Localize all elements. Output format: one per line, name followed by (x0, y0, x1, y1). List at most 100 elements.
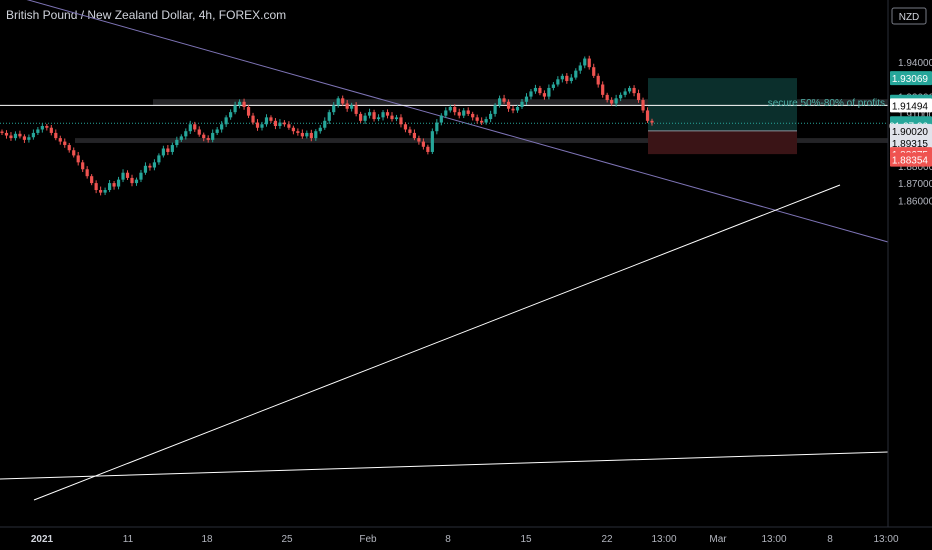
time-tick-label: 15 (520, 534, 532, 545)
candle-body (587, 58, 591, 68)
price-tag-bg (890, 136, 932, 151)
upper-trendline (26, 0, 889, 243)
currency-badge-label: NZD (899, 12, 920, 23)
candle-body (538, 87, 542, 94)
candle-body (107, 183, 112, 191)
candle-body (31, 132, 35, 138)
candle-body (116, 179, 121, 187)
candles (0, 55, 654, 196)
candle-body (520, 101, 524, 107)
currency-badge[interactable]: NZD (891, 7, 927, 25)
candle-body (565, 75, 569, 82)
base-trendline (0, 451, 889, 480)
candle-body (103, 190, 107, 193)
candle-body (27, 137, 31, 140)
candle-body (636, 93, 641, 101)
candle-body (18, 133, 22, 137)
candle-body (175, 139, 179, 146)
price-tag-label: 1.90020 (892, 127, 929, 138)
candle-body (134, 179, 139, 184)
candle-body (529, 91, 533, 97)
price-tag-bg (890, 123, 932, 138)
candle-body (179, 136, 183, 140)
price-tag-bg (890, 152, 932, 167)
annotation-text: secure 50%-80% of profits (768, 98, 885, 109)
candle-body (139, 172, 143, 180)
candle-body (112, 183, 116, 187)
candle-body (524, 96, 529, 102)
candle-body (237, 101, 242, 106)
candle-body (166, 148, 170, 152)
candle-body (511, 108, 515, 111)
candle-body (215, 129, 219, 133)
trendlines[interactable] (0, 0, 889, 501)
candle-body (0, 131, 4, 133)
candle-body (202, 134, 206, 139)
candle-body (515, 106, 520, 111)
candle-body (421, 141, 425, 147)
candle-body (143, 165, 148, 173)
candle-body (157, 155, 161, 163)
candle-body (273, 120, 278, 127)
candle-body (372, 112, 376, 120)
candle-body (4, 132, 9, 136)
candle-body (426, 146, 430, 152)
candle-body (506, 101, 511, 109)
candle-body (583, 58, 587, 66)
symbol-title: British Pound / New Zealand Dollar, 4h, … (6, 8, 287, 22)
candle-body (390, 115, 394, 120)
candle-body (58, 138, 62, 142)
candle-body (148, 165, 152, 168)
candle-body (412, 132, 417, 139)
candle-body (627, 87, 632, 92)
long-position-tool[interactable] (648, 78, 797, 155)
candle-body (255, 122, 260, 128)
candle-body (224, 117, 228, 125)
candle-body (188, 124, 192, 132)
time-tick-label: 13:00 (873, 534, 898, 545)
candle-body (13, 133, 18, 139)
candle-body (363, 115, 367, 121)
candle-body (45, 126, 49, 128)
candle-body (184, 131, 188, 137)
candle-body (246, 106, 251, 116)
candle-body (614, 98, 618, 104)
time-tick-label: 25 (281, 534, 293, 545)
zone-2 (75, 138, 888, 143)
candle-body (435, 122, 439, 132)
candle-body (560, 75, 564, 80)
candle-body (269, 117, 273, 121)
time-tick-label: 8 (827, 534, 833, 545)
candle-body (480, 120, 484, 123)
price-tag-bg (890, 71, 932, 86)
candle-body (533, 87, 538, 92)
time-tick-label: Mar (709, 534, 727, 545)
candle-body (67, 145, 71, 151)
candle-body (296, 131, 300, 133)
candle-body (547, 87, 551, 97)
candle-body (444, 110, 448, 116)
candle-body (94, 183, 98, 191)
time-tick-label: 13:00 (651, 534, 676, 545)
candle-body (592, 67, 596, 76)
candle-body (641, 100, 645, 111)
candle-body (81, 162, 85, 170)
candle-body (475, 117, 479, 121)
candle-body (569, 77, 573, 82)
candle-body (152, 162, 157, 168)
candle-body (610, 100, 614, 104)
price-tick-label: 1.87000 (898, 179, 932, 190)
price-tick-label: 1.88000 (898, 162, 932, 173)
candle-body (336, 98, 340, 106)
candle-body (484, 119, 488, 123)
price-tag-label: 1.88354 (892, 156, 929, 167)
candle-body (457, 112, 461, 116)
candle-body (556, 79, 560, 85)
candle-body (305, 132, 309, 137)
time-tick-label: 8 (445, 534, 451, 545)
candle-body (381, 112, 385, 118)
price-labels: 1.930691.917001.914941.9046001:27:261.90… (889, 71, 932, 167)
candle-body (72, 150, 76, 156)
